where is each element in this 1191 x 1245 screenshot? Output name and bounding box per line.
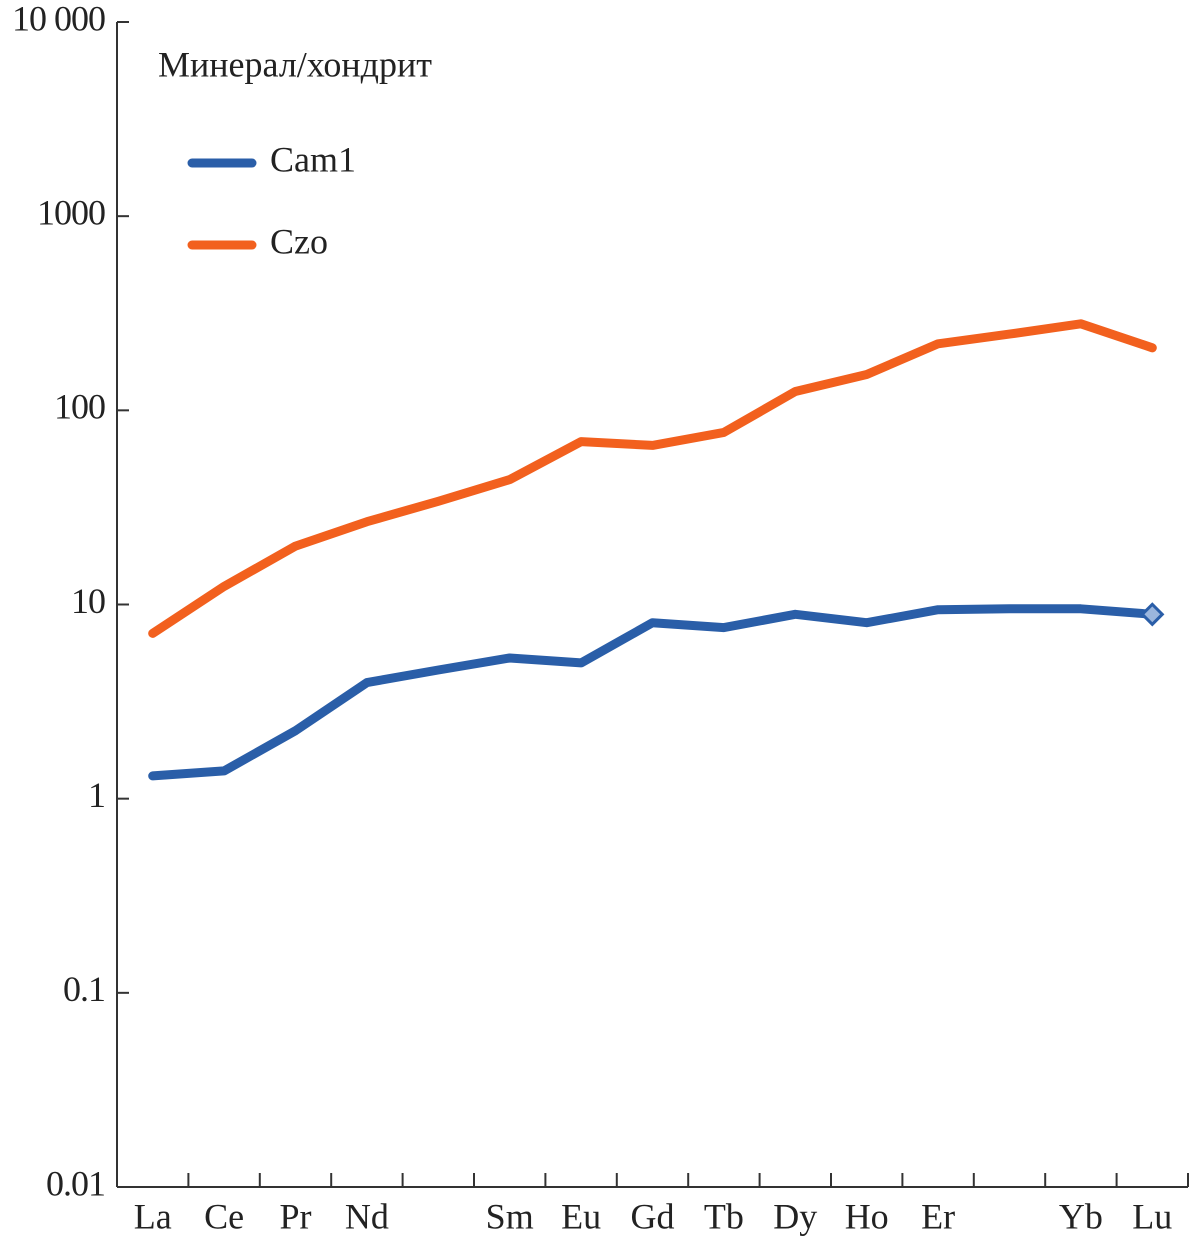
series-line	[148, 319, 1157, 638]
x-tick-label: Eu	[561, 1196, 601, 1236]
y-tick-label: 1	[88, 775, 105, 815]
y-tick-label: 0.01	[46, 1163, 105, 1203]
x-tick-label: Tb	[704, 1196, 744, 1236]
x-tick-label: Dy	[773, 1196, 817, 1236]
y-tick-label: 10 000	[12, 0, 105, 38]
series-line	[148, 604, 1157, 781]
x-tick-label: Yb	[1059, 1196, 1103, 1236]
y-tick-label: 100	[54, 387, 105, 427]
x-tick-label: Sm	[486, 1196, 534, 1236]
x-tick-label: Ce	[204, 1196, 244, 1236]
x-tick-label: Lu	[1132, 1196, 1172, 1236]
x-tick-label: Pr	[279, 1196, 311, 1236]
y-tick-label: 10	[71, 581, 105, 621]
y-tick-label: 1000	[37, 192, 105, 232]
end-marker	[1140, 602, 1165, 627]
x-tick-label: La	[134, 1196, 172, 1236]
y-axis-label: Минерал/хондрит	[158, 44, 432, 84]
x-tick-label: Gd	[631, 1196, 675, 1236]
x-tick-label: Er	[921, 1196, 955, 1236]
legend-label: Czo	[270, 221, 328, 261]
x-tick-label: Ho	[845, 1196, 889, 1236]
y-tick-label: 0.1	[63, 969, 105, 1009]
x-tick-label: Nd	[345, 1196, 389, 1236]
legend-label: Cam1	[270, 139, 356, 179]
